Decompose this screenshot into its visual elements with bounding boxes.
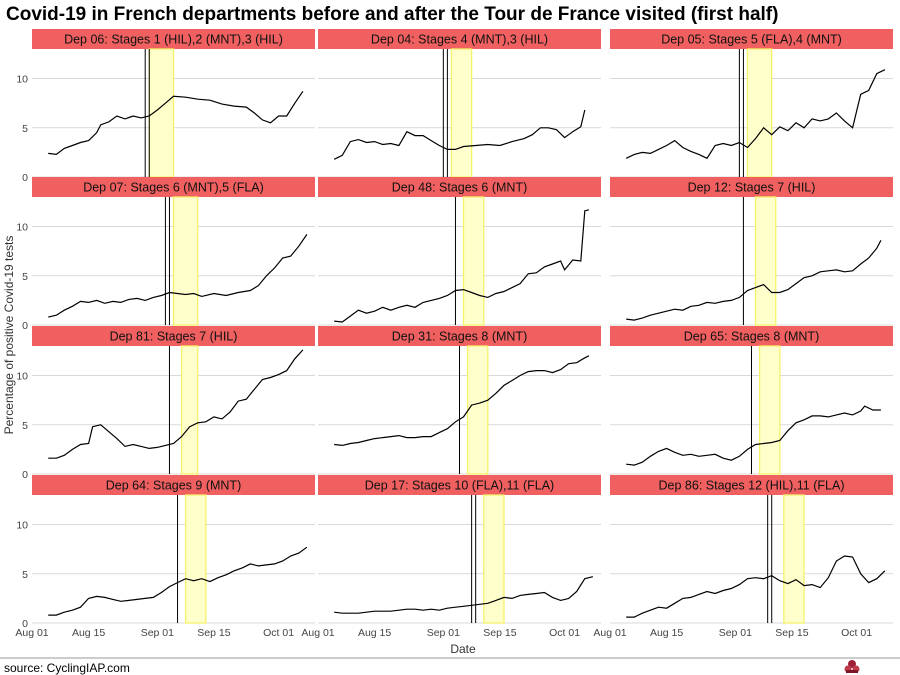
highlight-band [172, 196, 199, 326]
series-line [48, 234, 308, 318]
facet-panel: Dep 12: Stages 7 (HIL) [610, 177, 893, 326]
facet-strip [610, 29, 893, 49]
series-line [334, 209, 590, 323]
facet-panel: Dep 64: Stages 9 (MNT) 0 5 10 [16, 475, 315, 630]
highlight-band [758, 345, 781, 475]
series-line [333, 109, 586, 160]
facet-strip [32, 177, 315, 197]
x-tick-label: Aug 01 [15, 627, 48, 639]
y-tick-label: 0 [22, 469, 28, 481]
facet-panel: Dep 31: Stages 8 (MNT) [318, 326, 601, 475]
facet-strip [610, 475, 893, 495]
x-tick-label: Sep 15 [197, 627, 230, 639]
series-line [626, 555, 886, 618]
x-tick-label: Oct 01 [263, 627, 294, 639]
facet-strip [32, 475, 315, 495]
y-tick-label: 0 [22, 618, 28, 630]
x-tick-label: Sep 01 [141, 627, 174, 639]
highlight-band [462, 196, 485, 326]
facet-strip-label: Dep 07: Stages 6 (MNT),5 (FLA) [83, 181, 264, 195]
facet-strip-label: Dep 64: Stages 9 (MNT) [106, 479, 241, 493]
facet-strip-label: Dep 06: Stages 1 (HIL),2 (MNT),3 (HIL) [64, 33, 283, 47]
series-line [626, 240, 882, 321]
series-line [334, 576, 594, 614]
highlight-band [746, 48, 773, 178]
x-axis: Aug 01 Aug 15 Sep 01 Sep 15 Oct 01 Aug 01 Aug … [15, 627, 872, 639]
x-tick-label: Aug 01 [593, 627, 626, 639]
highlight-band [783, 494, 805, 624]
x-tick-label: Oct 01 [841, 627, 872, 639]
x-axis-label: Date [450, 642, 476, 656]
highlight-band [466, 345, 489, 475]
x-tick-label: Aug 15 [650, 627, 683, 639]
series-line [48, 546, 308, 616]
y-tick-label: 5 [22, 569, 28, 581]
y-axis-label: Percentage of positive Covid-19 tests [2, 236, 16, 435]
facet-panel: Dep 04: Stages 4 (MNT),3 (HIL) [318, 29, 601, 178]
facet-strip [610, 326, 893, 346]
facet-strip [318, 475, 601, 495]
x-tick-label: Aug 01 [301, 627, 334, 639]
highlight-band [184, 494, 207, 624]
x-tick-label: Aug 15 [358, 627, 391, 639]
facet-strip-label: Dep 31: Stages 8 (MNT) [392, 330, 527, 344]
y-tick-label: 10 [16, 520, 28, 532]
highlight-band [180, 345, 199, 475]
facet-strip [318, 29, 601, 49]
facet-strip [318, 326, 601, 346]
y-tick-label: 10 [16, 371, 28, 383]
y-tick-label: 0 [22, 172, 28, 184]
facet-panel: Dep 86: Stages 12 (HIL),11 (FLA) [610, 475, 893, 624]
series-line [625, 69, 886, 160]
facet-strip-label: Dep 86: Stages 12 (HIL),11 (FLA) [659, 479, 845, 493]
facet-panel: Dep 06: Stages 1 (HIL),2 (MNT),3 (HIL) 0 5… [16, 29, 315, 184]
highlight-band [483, 494, 505, 624]
facet-strip-label: Dep 12: Stages 7 (HIL) [688, 181, 816, 195]
x-tick-label: Sep 01 [719, 627, 752, 639]
x-tick-label: Aug 15 [72, 627, 105, 639]
facet-strip-label: Dep 17: Stages 10 (FLA),11 (FLA) [365, 479, 554, 493]
y-tick-label: 10 [16, 222, 28, 234]
series-line [334, 355, 590, 447]
x-tick-label: Sep 01 [427, 627, 460, 639]
facet-strip-label: Dep 04: Stages 4 (MNT),3 (HIL) [371, 33, 548, 47]
x-tick-label: Sep 15 [775, 627, 808, 639]
facet-strip [610, 177, 893, 197]
cycling-logo-icon [844, 660, 860, 673]
facet-strip [318, 177, 601, 197]
facet-strip [32, 326, 315, 346]
facet-panel: Dep 65: Stages 8 (MNT) [610, 326, 893, 475]
series-line [48, 349, 304, 459]
facet-panels: Dep 06: Stages 1 (HIL),2 (MNT),3 (HIL) 0 5… [16, 29, 893, 630]
y-tick-label: 10 [16, 74, 28, 86]
facet-panel: Dep 17: Stages 10 (FLA),11 (FLA) [318, 475, 601, 624]
x-tick-label: Sep 15 [483, 627, 516, 639]
facet-strip-label: Dep 65: Stages 8 (MNT) [684, 330, 819, 344]
chart-title: Covid-19 in French departments before an… [6, 4, 778, 25]
facet-strip-label: Dep 05: Stages 5 (FLA),4 (MNT) [661, 33, 842, 47]
highlight-band [450, 48, 473, 178]
facet-strip [32, 29, 315, 49]
facet-panel: Dep 05: Stages 5 (FLA),4 (MNT) [610, 29, 893, 178]
facet-panel: Dep 81: Stages 7 (HIL) 0 5 10 [16, 326, 315, 481]
x-tick-label: Oct 01 [549, 627, 580, 639]
y-tick-label: 0 [22, 320, 28, 332]
facet-panel: Dep 48: Stages 6 (MNT) [318, 177, 601, 326]
y-tick-label: 5 [22, 420, 28, 432]
facet-panel: Dep 07: Stages 6 (MNT),5 (FLA) 0 5 10 [16, 177, 315, 332]
highlight-band [754, 196, 777, 326]
series-line [48, 90, 304, 156]
facet-strip-label: Dep 81: Stages 7 (HIL) [110, 330, 238, 344]
y-tick-label: 5 [22, 271, 28, 283]
series-line [626, 405, 881, 466]
source-caption: source: CyclingIAP.com [4, 661, 130, 675]
facet-strip-label: Dep 48: Stages 6 (MNT) [392, 181, 527, 195]
y-tick-label: 5 [22, 123, 28, 135]
